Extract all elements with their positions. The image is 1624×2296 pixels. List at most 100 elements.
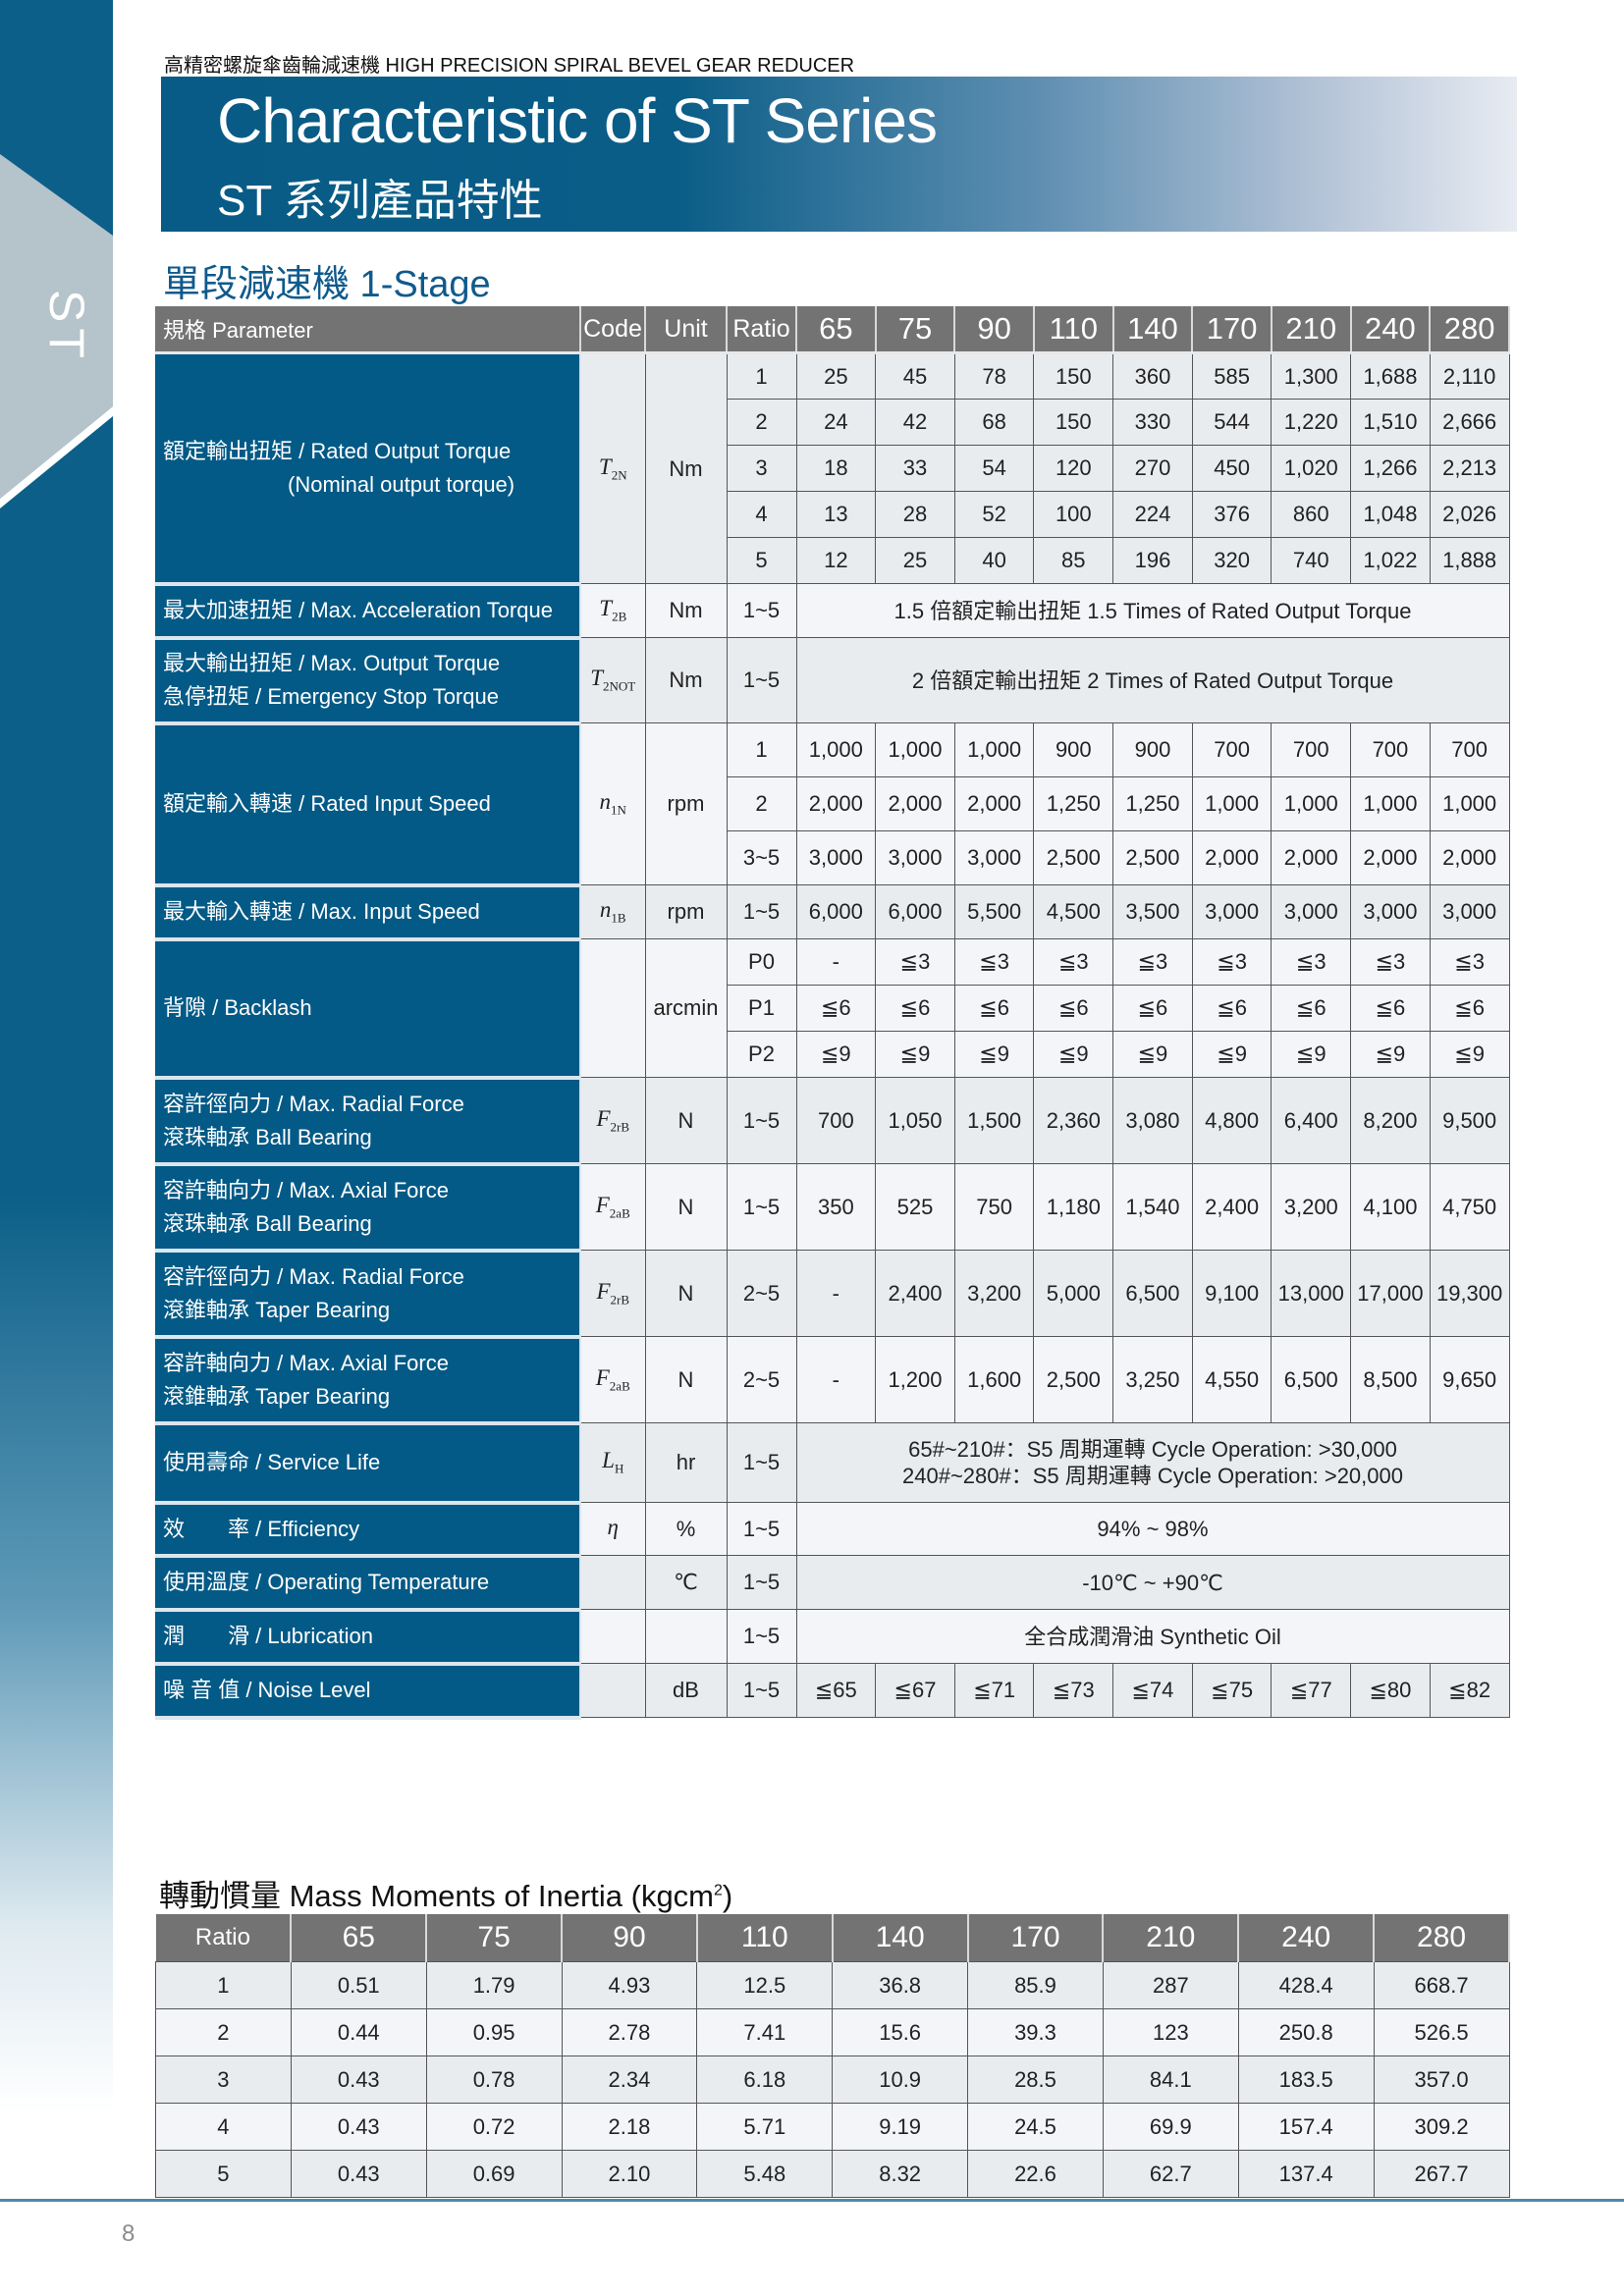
code-cell: F2aB	[579, 1163, 646, 1251]
inertia-title-end: )	[722, 1879, 733, 1913]
value-cell: 4,750	[1429, 1163, 1510, 1251]
value-cell: 69.9	[1102, 2103, 1239, 2151]
value-cell: ≦9	[953, 1031, 1035, 1078]
value-cell: 360	[1112, 352, 1193, 400]
unit-cell: Nm	[644, 637, 728, 723]
value-cell: 900	[1033, 722, 1114, 777]
parameter-line: 滾珠軸承 Ball Bearing	[163, 1210, 372, 1236]
value-cell: 2,500	[1033, 830, 1114, 885]
value-cell: 2.78	[561, 2008, 698, 2056]
value-cell: 376	[1191, 491, 1272, 538]
value-cell: 1,000	[875, 722, 955, 777]
parameter-line: 容許徑向力 / Max. Radial Force	[163, 1263, 464, 1289]
table-row: 最大輸入轉速 / Max. Input Speed n1B rpm 1~5 6,000 6…	[155, 884, 1510, 941]
value-cell: -	[795, 938, 877, 986]
header-size-240: 240	[1238, 1914, 1376, 1962]
value-cell: ≦82	[1429, 1663, 1510, 1718]
value-cell: 150	[1033, 352, 1114, 400]
value-cell: 2,500	[1112, 830, 1193, 885]
value-cell: 18	[795, 445, 877, 492]
merged-value-cell: 1.5 倍額定輸出扭矩 1.5 Times of Rated Output To…	[795, 583, 1510, 638]
parameter-label: 使用壽命 / Service Life	[155, 1422, 581, 1505]
parameter-line: 額定輸出扭矩 / Rated Output Torque	[163, 438, 512, 463]
page-number: 8	[122, 2220, 135, 2247]
parameter-label: 效 率 / Efficiency	[155, 1502, 581, 1558]
unit-cell: ℃	[644, 1555, 728, 1610]
value-cell: 5,000	[1033, 1250, 1114, 1337]
value-cell: 2.18	[561, 2103, 698, 2151]
value-cell: 0.69	[425, 2150, 563, 2198]
ratio-cell: 3	[155, 2056, 292, 2104]
header-size-65: 65	[796, 306, 877, 354]
value-cell: 0.78	[425, 2056, 563, 2104]
value-cell: 19,300	[1429, 1250, 1510, 1337]
inertia-table: Ratio 65 75 90 110 140 170 210 240 280 1 0.51 1.79 4…	[155, 1914, 1510, 2198]
value-cell: 1,000	[1271, 776, 1352, 831]
value-cell: 0.51	[290, 1961, 427, 2009]
value-cell: ≦80	[1350, 1663, 1431, 1718]
ratio-cell: 3~5	[726, 830, 797, 885]
parameter-label: 最大輸出扭矩 / Max. Output Torque 急停扭矩 / Emerge…	[155, 637, 581, 725]
code-cell: T2B	[579, 583, 646, 638]
code-symbol: F	[596, 1105, 611, 1131]
code-symbol: F	[595, 1192, 610, 1217]
table-row: 容許軸向力 / Max. Axial Force 滾錐軸承 Taper Beari…	[155, 1336, 1510, 1425]
code-cell	[579, 1663, 646, 1718]
code-subscript: 2rB	[610, 1292, 630, 1308]
code-cell: η	[579, 1502, 646, 1556]
code-cell: n1N	[579, 722, 646, 885]
unit-cell: dB	[644, 1663, 728, 1718]
value-cell: 544	[1191, 399, 1272, 446]
ratio-cell: 1~5	[726, 1502, 797, 1556]
code-cell	[579, 938, 646, 1078]
value-cell: 7.41	[696, 2008, 834, 2056]
value-cell: 36.8	[832, 1961, 969, 2009]
table-row: 2 0.44 0.95 2.78 7.41 15.6 39.3 123 250.8 526.5	[155, 2008, 1510, 2056]
value-cell: 8.32	[832, 2150, 969, 2198]
code-subscript: 2rB	[610, 1119, 630, 1135]
value-cell: 2,000	[1191, 830, 1272, 885]
header-size-140: 140	[832, 1914, 969, 1962]
value-cell: 2,400	[875, 1250, 955, 1337]
ratio-cell: 1~5	[726, 1555, 797, 1610]
side-tab-label: ST	[39, 290, 94, 364]
parameter-line: 滾珠軸承 Ball Bearing	[163, 1124, 372, 1149]
value-cell: ≦9	[1271, 1031, 1352, 1078]
value-cell: 13,000	[1271, 1250, 1352, 1337]
header-size-280: 280	[1374, 1914, 1510, 1962]
code-symbol: T	[598, 454, 612, 479]
ratio-cell: 1~5	[726, 1422, 797, 1503]
table-row: 2 24 42 68 150 330 544 1,220 1,510 2,666	[155, 399, 1510, 446]
value-cell: 123	[1102, 2008, 1239, 2056]
header-size-110: 110	[1033, 306, 1114, 354]
code-cell: F2rB	[579, 1250, 646, 1337]
value-cell: 2,110	[1429, 352, 1510, 400]
value-cell: 224	[1112, 491, 1193, 538]
value-cell: 3,000	[795, 830, 877, 885]
value-cell: 900	[1112, 722, 1193, 777]
value-cell: 2,000	[953, 776, 1035, 831]
value-cell: ≦77	[1271, 1663, 1352, 1718]
value-cell: 45	[875, 352, 955, 400]
table-row: 3 0.43 0.78 2.34 6.18 10.9 28.5 84.1 183.5 357.0	[155, 2056, 1510, 2104]
value-cell: 0.43	[290, 2056, 427, 2104]
value-cell: 1,022	[1350, 537, 1431, 584]
value-cell: 1,510	[1350, 399, 1431, 446]
parameter-label: 噪 音 值 / Noise Level	[155, 1663, 581, 1720]
value-cell: ≦6	[1350, 985, 1431, 1032]
value-cell: 13	[795, 491, 877, 538]
value-cell: 5.71	[696, 2103, 834, 2151]
value-cell: 3,000	[953, 830, 1035, 885]
value-cell: ≦73	[1033, 1663, 1114, 1718]
code-subscript: H	[614, 1461, 624, 1476]
header-code: Code	[580, 306, 646, 354]
value-cell: ≦9	[1350, 1031, 1431, 1078]
unit-cell: hr	[644, 1422, 728, 1503]
value-cell: ≦6	[1429, 985, 1510, 1032]
value-cell: ≦9	[795, 1031, 877, 1078]
table-row: 額定輸入轉速 / Rated Input Speed n1N rpm 1 1,000 1,…	[155, 722, 1510, 887]
value-cell: 4.93	[561, 1961, 698, 2009]
ratio-cell: 1~5	[726, 884, 797, 939]
unit-cell	[644, 1609, 728, 1664]
value-cell: ≦3	[1191, 938, 1272, 986]
